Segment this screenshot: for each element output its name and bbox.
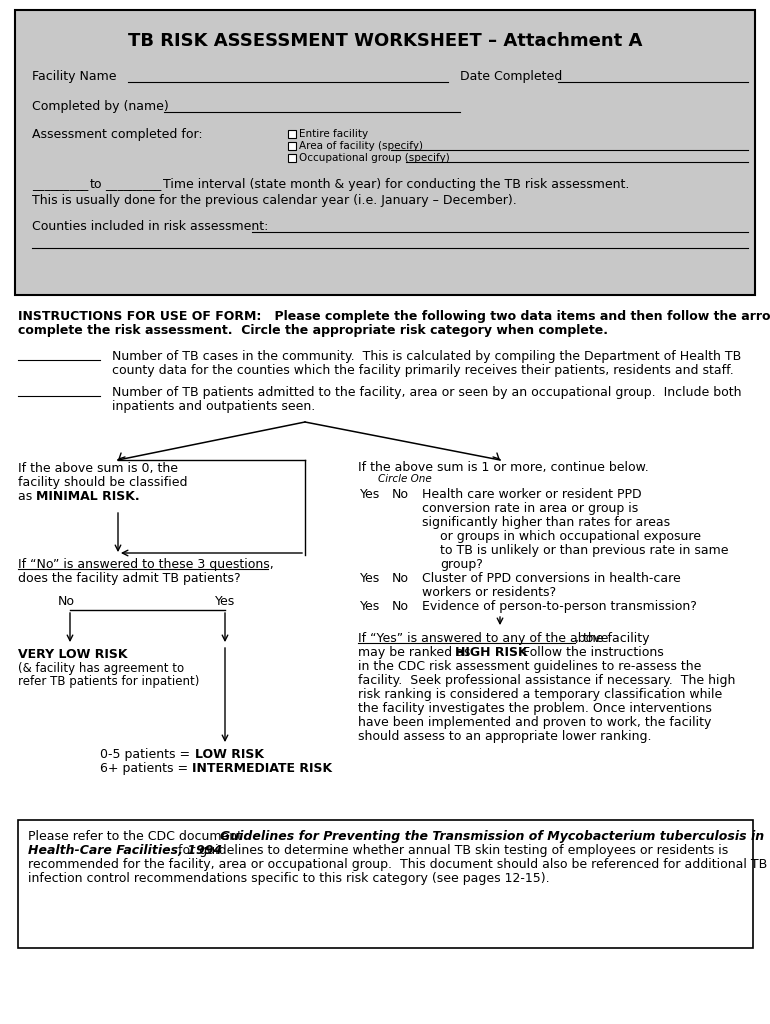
Text: 6+ patients =: 6+ patients = — [100, 762, 192, 775]
Text: HIGH RISK: HIGH RISK — [455, 646, 527, 659]
Text: Cluster of PPD conversions in health-care: Cluster of PPD conversions in health-car… — [422, 572, 681, 585]
Text: Health-Care Facilities, 1994: Health-Care Facilities, 1994 — [28, 844, 223, 857]
Text: Health care worker or resident PPD: Health care worker or resident PPD — [422, 488, 641, 501]
Text: complete the risk assessment.  Circle the appropriate risk category when complet: complete the risk assessment. Circle the… — [18, 324, 608, 337]
Text: Completed by (name): Completed by (name) — [32, 100, 169, 113]
Text: or groups in which occupational exposure: or groups in which occupational exposure — [440, 530, 701, 543]
Text: facility should be classified: facility should be classified — [18, 476, 188, 489]
Text: to TB is unlikely or than previous rate in same: to TB is unlikely or than previous rate … — [440, 544, 728, 557]
Text: If the above sum is 0, the: If the above sum is 0, the — [18, 462, 178, 475]
Text: Guidelines for Preventing the Transmission of Mycobacterium tuberculosis in: Guidelines for Preventing the Transmissi… — [220, 830, 764, 843]
Text: INTERMEDIATE RISK: INTERMEDIATE RISK — [192, 762, 332, 775]
Text: Number of TB patients admitted to the facility, area or seen by an occupational : Number of TB patients admitted to the fa… — [112, 386, 742, 399]
Text: recommended for the facility, area or occupational group.  This document should : recommended for the facility, area or oc… — [28, 858, 767, 871]
Text: LOW RISK: LOW RISK — [195, 748, 264, 761]
Text: to: to — [90, 178, 102, 191]
Text: .  Follow the instructions: . Follow the instructions — [511, 646, 664, 659]
Text: for guidelines to determine whether annual TB skin testing of employees or resid: for guidelines to determine whether annu… — [174, 844, 728, 857]
Text: VERY LOW RISK: VERY LOW RISK — [18, 648, 128, 662]
Text: MINIMAL RISK.: MINIMAL RISK. — [36, 490, 139, 503]
Text: Date Completed: Date Completed — [460, 70, 562, 83]
Text: Number of TB cases in the community.  This is calculated by compiling the Depart: Number of TB cases in the community. Thi… — [112, 350, 742, 362]
Text: Please refer to the CDC document: Please refer to the CDC document — [28, 830, 246, 843]
Text: _________: _________ — [32, 178, 89, 191]
Text: infection control recommendations specific to this risk category (see pages 12-1: infection control recommendations specif… — [28, 872, 550, 885]
Text: significantly higher than rates for areas: significantly higher than rates for area… — [422, 516, 670, 529]
Text: have been implemented and proven to work, the facility: have been implemented and proven to work… — [358, 716, 711, 729]
Text: INSTRUCTIONS FOR USE OF FORM:   Please complete the following two data items and: INSTRUCTIONS FOR USE OF FORM: Please com… — [18, 310, 770, 323]
Text: _________: _________ — [105, 178, 161, 191]
Text: Assessment completed for:: Assessment completed for: — [32, 128, 203, 141]
Text: No: No — [392, 488, 409, 501]
Text: If “Yes” is answered to any of the above: If “Yes” is answered to any of the above — [358, 632, 608, 645]
Text: Facility Name: Facility Name — [32, 70, 116, 83]
Text: Counties included in risk assessment:: Counties included in risk assessment: — [32, 220, 269, 233]
Text: , the facility: , the facility — [575, 632, 650, 645]
Text: Yes: Yes — [360, 488, 380, 501]
Text: Yes: Yes — [215, 595, 236, 608]
Text: No: No — [58, 595, 75, 608]
Bar — [15, 10, 755, 295]
Text: workers or residents?: workers or residents? — [422, 586, 556, 599]
Text: 0-5 patients =: 0-5 patients = — [100, 748, 194, 761]
Bar — [288, 142, 296, 150]
Text: No: No — [392, 600, 409, 613]
Text: Area of facility (specify): Area of facility (specify) — [299, 141, 423, 151]
Text: conversion rate in area or group is: conversion rate in area or group is — [422, 502, 638, 515]
Text: Time interval (state month & year) for conducting the TB risk assessment.: Time interval (state month & year) for c… — [163, 178, 629, 191]
Text: county data for the counties which the facility primarily receives their patient: county data for the counties which the f… — [112, 364, 734, 377]
Text: (& facility has agreement to: (& facility has agreement to — [18, 662, 184, 675]
Text: should assess to an appropriate lower ranking.: should assess to an appropriate lower ra… — [358, 730, 651, 743]
Text: risk ranking is considered a temporary classification while: risk ranking is considered a temporary c… — [358, 688, 722, 701]
Text: does the facility admit TB patients?: does the facility admit TB patients? — [18, 572, 240, 585]
Text: If the above sum is 1 or more, continue below.: If the above sum is 1 or more, continue … — [358, 461, 649, 474]
Text: Entire facility: Entire facility — [299, 129, 368, 139]
Text: If “No” is answered to these 3 questions,: If “No” is answered to these 3 questions… — [18, 558, 274, 571]
Text: Evidence of person-to-person transmission?: Evidence of person-to-person transmissio… — [422, 600, 697, 613]
Text: Occupational group (specify): Occupational group (specify) — [299, 153, 450, 163]
Text: group?: group? — [440, 558, 483, 571]
Text: inpatients and outpatients seen.: inpatients and outpatients seen. — [112, 400, 315, 413]
Text: may be ranked as: may be ranked as — [358, 646, 474, 659]
Text: Yes: Yes — [360, 600, 380, 613]
Bar — [18, 820, 753, 948]
Bar — [288, 130, 296, 138]
Text: Circle One: Circle One — [378, 474, 432, 484]
Text: in the CDC risk assessment guidelines to re-assess the: in the CDC risk assessment guidelines to… — [358, 660, 701, 673]
Text: Yes: Yes — [360, 572, 380, 585]
Text: refer TB patients for inpatient): refer TB patients for inpatient) — [18, 675, 199, 688]
Text: TB RISK ASSESSMENT WORKSHEET – Attachment A: TB RISK ASSESSMENT WORKSHEET – Attachmen… — [128, 32, 642, 50]
Text: facility.  Seek professional assistance if necessary.  The high: facility. Seek professional assistance i… — [358, 674, 735, 687]
Text: as: as — [18, 490, 36, 503]
Text: No: No — [392, 572, 409, 585]
Text: This is usually done for the previous calendar year (i.e. January – December).: This is usually done for the previous ca… — [32, 194, 517, 207]
Bar — [288, 154, 296, 162]
Text: the facility investigates the problem. Once interventions: the facility investigates the problem. O… — [358, 702, 712, 715]
